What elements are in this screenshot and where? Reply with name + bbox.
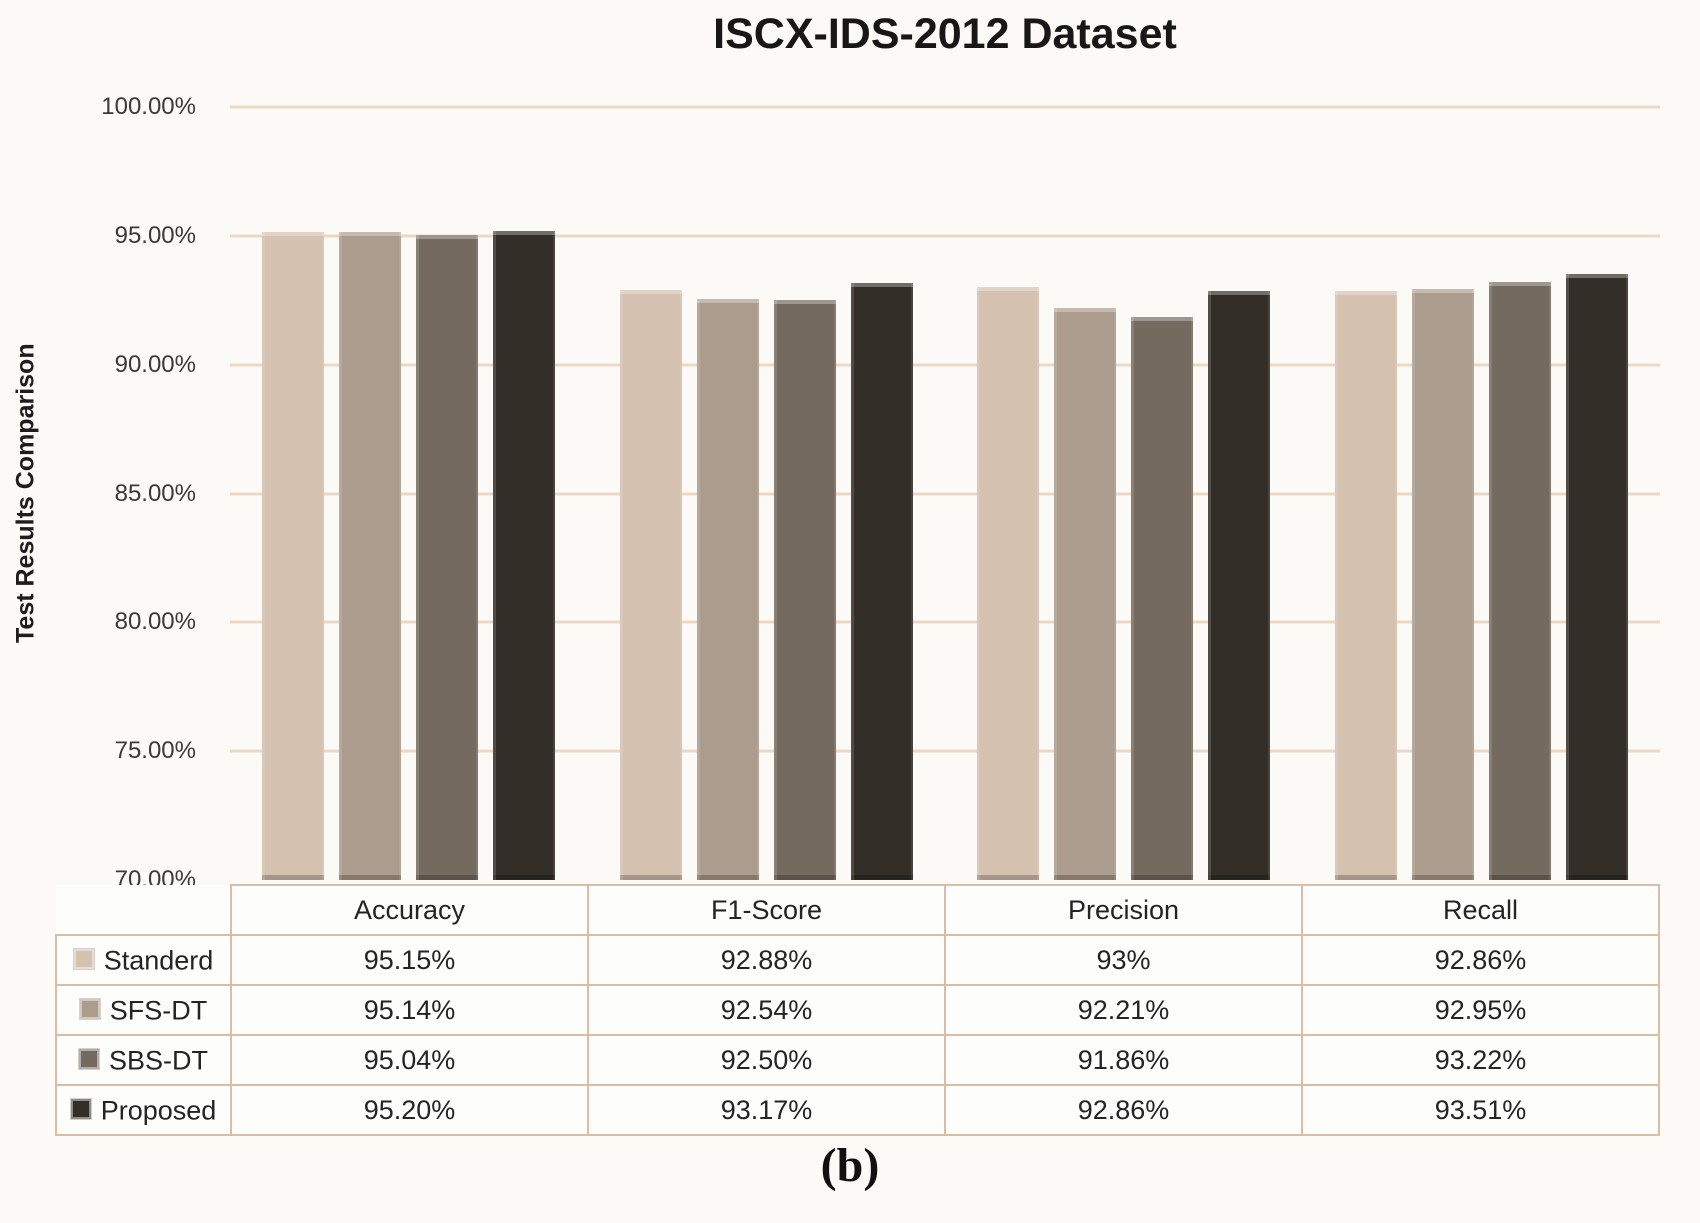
bar-sbs-dt bbox=[416, 234, 479, 880]
y-tick-label: 90.00% bbox=[114, 350, 196, 378]
table-row: SFS-DT 95.14% 92.54% 92.21% 92.95% bbox=[55, 984, 1660, 1036]
column-header-precision: Precision bbox=[944, 884, 1303, 936]
table-row: SBS-DT 95.04% 92.50% 91.86% 93.22% bbox=[55, 1034, 1660, 1086]
value-cell: 93.51% bbox=[1301, 1084, 1660, 1136]
bar-group-precision bbox=[945, 107, 1303, 880]
plot-area bbox=[230, 105, 1660, 880]
column-header-f1-score: F1-Score bbox=[587, 884, 946, 936]
value-cell: 92.21% bbox=[944, 984, 1303, 1036]
bar-sfs-dt bbox=[696, 299, 759, 880]
legend-cell-standerd: Standerd bbox=[55, 934, 232, 986]
value-cell: 95.14% bbox=[230, 984, 589, 1036]
table-row: Proposed 95.20% 93.17% 92.86% 93.51% bbox=[55, 1084, 1660, 1136]
legend-swatch-icon bbox=[79, 998, 100, 1019]
y-axis-ticks: 100.00% 95.00% 90.00% 85.00% 80.00% 75.00% 70.… bbox=[0, 93, 196, 893]
value-cell: 92.86% bbox=[1301, 934, 1660, 986]
table-corner-cell bbox=[56, 885, 231, 935]
bar-proposed bbox=[1565, 274, 1628, 880]
value-cell: 95.04% bbox=[230, 1034, 589, 1086]
legend-swatch-icon bbox=[78, 1048, 99, 1069]
value-cell: 91.86% bbox=[944, 1034, 1303, 1086]
bar-sfs-dt bbox=[1054, 307, 1117, 880]
value-cell: 95.20% bbox=[230, 1084, 589, 1136]
value-cell: 93.17% bbox=[587, 1084, 946, 1136]
bar-proposed bbox=[1208, 290, 1271, 880]
bar-group-recall bbox=[1303, 107, 1661, 880]
legend-cell-sbs-dt: SBS-DT bbox=[55, 1034, 232, 1086]
series-name: SFS-DT bbox=[109, 995, 208, 1026]
bar-group-f1-score bbox=[588, 107, 946, 880]
value-cell: 92.88% bbox=[587, 934, 946, 986]
chart-title: ISCX-IDS-2012 Dataset bbox=[713, 10, 1177, 58]
bar-groups bbox=[230, 107, 1660, 880]
gridline bbox=[230, 105, 1660, 109]
gridline bbox=[230, 749, 1660, 753]
series-name: SBS-DT bbox=[108, 1045, 208, 1076]
bar-sbs-dt bbox=[1488, 281, 1551, 880]
value-cell: 93% bbox=[944, 934, 1303, 986]
value-cell: 93.22% bbox=[1301, 1034, 1660, 1086]
legend-cell-sfs-dt: SFS-DT bbox=[55, 984, 232, 1036]
y-tick-label: 85.00% bbox=[114, 479, 196, 507]
column-header-accuracy: Accuracy bbox=[230, 884, 589, 936]
value-cell: 92.54% bbox=[587, 984, 946, 1036]
bar-sfs-dt bbox=[1411, 288, 1474, 880]
data-table: Accuracy F1-Score Precision Recall Standerd 9… bbox=[55, 884, 1660, 1136]
bar-standerd bbox=[619, 290, 682, 880]
bar-proposed bbox=[850, 283, 913, 880]
bar-standerd bbox=[977, 287, 1040, 880]
gridline bbox=[230, 234, 1660, 238]
bar-sbs-dt bbox=[773, 300, 836, 880]
value-cell: 95.15% bbox=[230, 934, 589, 986]
figure-caption: (b) bbox=[820, 1139, 880, 1192]
table-row: Standerd 95.15% 92.88% 93% 92.86% bbox=[55, 934, 1660, 986]
series-name: Standerd bbox=[103, 945, 214, 976]
table-header-row: Accuracy F1-Score Precision Recall bbox=[56, 884, 1660, 936]
value-cell: 92.86% bbox=[944, 1084, 1303, 1136]
gridline bbox=[230, 620, 1660, 624]
y-tick-label: 100.00% bbox=[101, 93, 196, 120]
value-cell: 92.50% bbox=[587, 1034, 946, 1086]
bar-sfs-dt bbox=[339, 232, 402, 880]
gridline bbox=[230, 363, 1660, 367]
bar-standerd bbox=[1334, 290, 1397, 880]
legend-swatch-icon bbox=[73, 948, 94, 969]
legend-swatch-icon bbox=[70, 1098, 91, 1119]
bar-standerd bbox=[262, 231, 325, 880]
bar-sbs-dt bbox=[1131, 316, 1194, 880]
column-header-recall: Recall bbox=[1301, 884, 1660, 936]
gridline bbox=[230, 492, 1660, 495]
y-tick-label: 75.00% bbox=[114, 737, 196, 765]
y-tick-label: 80.00% bbox=[114, 608, 196, 636]
legend-cell-proposed: Proposed bbox=[55, 1084, 232, 1136]
bar-proposed bbox=[493, 230, 556, 880]
series-name: Proposed bbox=[100, 1095, 217, 1126]
value-cell: 92.95% bbox=[1301, 984, 1660, 1036]
y-tick-label: 95.00% bbox=[114, 221, 196, 249]
bar-group-accuracy bbox=[230, 107, 588, 880]
